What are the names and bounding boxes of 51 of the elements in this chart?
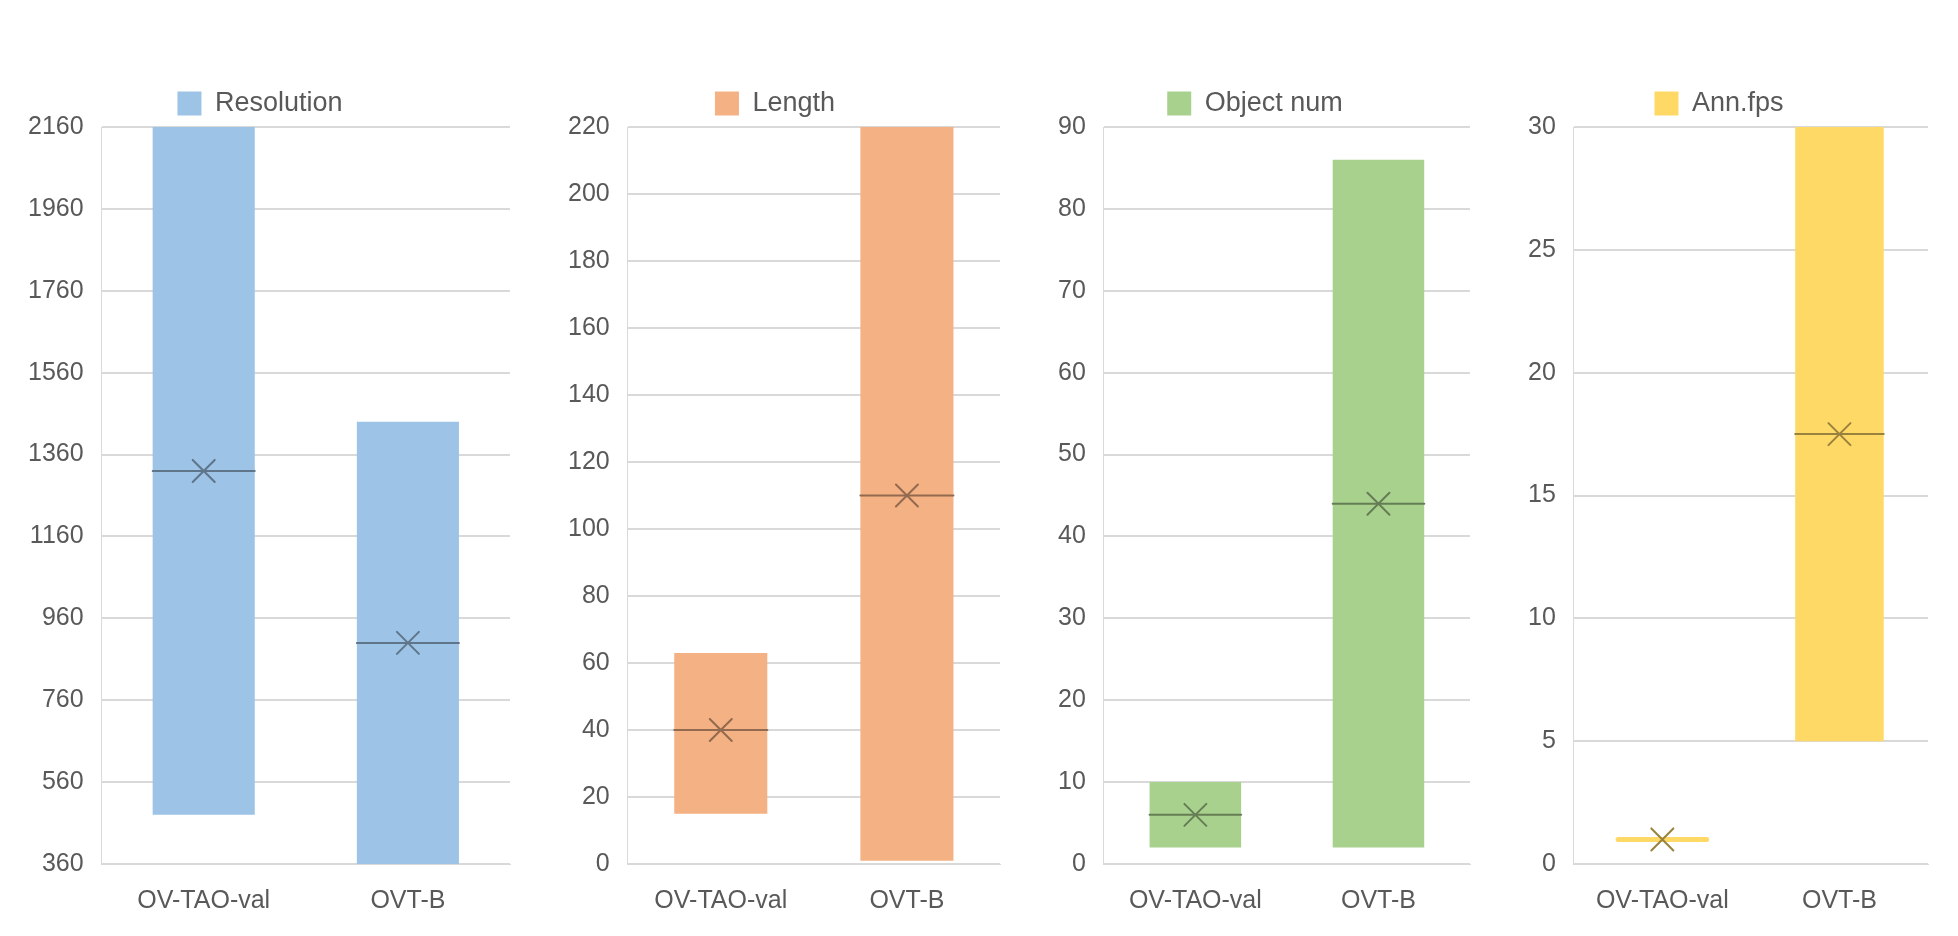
y-tick-label: 960 (41, 602, 84, 631)
y-tick-label: 200 (567, 177, 610, 206)
x-tick-label: OVT-B (1801, 884, 1877, 913)
y-tick-label: 1360 (27, 438, 84, 467)
y-tick-label: 30 (1528, 110, 1556, 139)
y-tick-label: 90 (1058, 110, 1086, 139)
x-tick-label: OVT-B (370, 884, 446, 913)
y-tick-label: 5 (1541, 725, 1556, 754)
x-tick-label: OV-TAO-val (1595, 884, 1729, 913)
legend-label: Length (752, 86, 836, 117)
y-tick-label: 60 (581, 646, 610, 675)
y-tick-label: 40 (1058, 520, 1086, 549)
y-tick-label: 560 (41, 766, 84, 794)
y-tick-label: 120 (567, 445, 610, 474)
x-tick-label: OVT-B (869, 884, 945, 913)
y-tick-label: 0 (595, 847, 610, 876)
y-tick-label: 10 (1528, 602, 1556, 631)
y-tick-label: 100 (567, 512, 610, 541)
y-tick-label: 20 (1528, 356, 1556, 385)
y-tick-label: 15 (1528, 479, 1556, 508)
y-tick-label: 25 (1528, 233, 1556, 262)
y-tick-label: 360 (41, 847, 84, 876)
y-tick-label: 10 (1058, 766, 1086, 794)
y-tick-label: 1960 (27, 192, 84, 221)
x-tick-label: OV-TAO-val (654, 884, 788, 913)
x-tick-label: OV-TAO-val (1128, 884, 1262, 913)
y-tick-label: 60 (1058, 356, 1086, 385)
y-tick-label: 70 (1058, 274, 1086, 303)
y-tick-label: 2160 (27, 110, 84, 139)
y-tick-label: 20 (1058, 684, 1086, 713)
y-tick-label: 80 (1058, 192, 1086, 221)
legend-label: Object num (1204, 86, 1343, 117)
y-tick-label: 80 (581, 579, 610, 608)
y-tick-label: 160 (567, 311, 610, 340)
y-tick-label: 1160 (29, 520, 84, 549)
y-tick-label: 30 (1058, 602, 1086, 631)
legend-label: Ann.fps (1691, 86, 1784, 117)
y-tick-label: 1760 (27, 274, 84, 303)
y-tick-label: 220 (567, 110, 610, 139)
legend-label: Resolution (214, 86, 343, 117)
y-tick-label: 20 (581, 780, 610, 809)
x-tick-label: OV-TAO-val (137, 884, 271, 913)
y-tick-label: 180 (567, 244, 610, 273)
y-tick-label: 50 (1058, 438, 1086, 467)
y-tick-label: 0 (1071, 847, 1086, 876)
y-tick-label: 760 (41, 684, 84, 713)
y-tick-label: 140 (567, 378, 610, 407)
y-tick-label: 40 (581, 713, 610, 742)
x-tick-label: OVT-B (1340, 884, 1416, 913)
y-tick-label: 0 (1541, 847, 1556, 876)
y-tick-label: 1560 (27, 356, 84, 385)
